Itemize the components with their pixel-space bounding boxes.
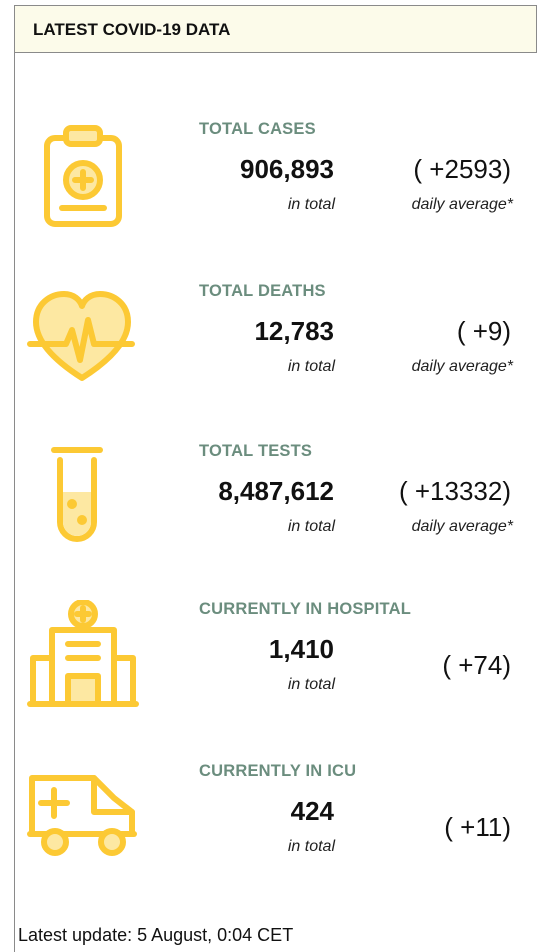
stat-item: CURRENTLY IN ICU 424 in total ( +11) [0,762,537,912]
label: TOTAL DEATHS [199,282,326,300]
icon-ambulance [27,775,137,856]
total-label: in total [287,838,335,855]
change: ( +74) [442,650,511,680]
stat-item: TOTAL TESTS 8,487,612 in total ( +13332)… [0,442,537,592]
change-label: daily average* [411,196,513,213]
stat-item: TOTAL DEATHS 12,783 in total ( +9) daily… [0,282,537,432]
total: 1,410 [268,634,334,664]
total: 12,783 [254,316,334,346]
change: ( +9) [456,316,511,346]
total-label: in total [287,518,335,535]
header-title: LATEST COVID-19 DATA [33,20,231,39]
total-label: in total [287,196,335,213]
total: 8,487,612 [218,476,334,506]
total: 424 [290,796,334,826]
icon-test-tube [51,447,103,542]
label: CURRENTLY IN HOSPITAL [199,600,411,618]
icon-clipboard [44,125,122,227]
label: CURRENTLY IN ICU [199,762,357,780]
change-label: daily average* [411,358,513,375]
change: ( +13332) [398,476,511,506]
change: ( +11) [444,812,511,842]
total-label: in total [287,676,335,693]
label: TOTAL CASES [199,120,316,138]
stat-item: TOTAL CASES 906,893 in total ( +2593) da… [0,120,537,270]
panel [14,5,537,952]
change: ( +2593) [413,154,511,184]
header: LATEST COVID-19 DATA [14,5,537,53]
total-label: in total [287,358,335,375]
change-label: daily average* [411,518,513,535]
total: 906,893 [240,154,334,184]
icon-hospital [27,600,139,707]
stat-item: CURRENTLY IN HOSPITAL 1,410 in total ( +… [0,600,537,750]
icon-heart [27,291,135,381]
footer-text: Latest update: 5 August, 0:04 CET [18,925,294,945]
label: TOTAL TESTS [199,442,313,460]
